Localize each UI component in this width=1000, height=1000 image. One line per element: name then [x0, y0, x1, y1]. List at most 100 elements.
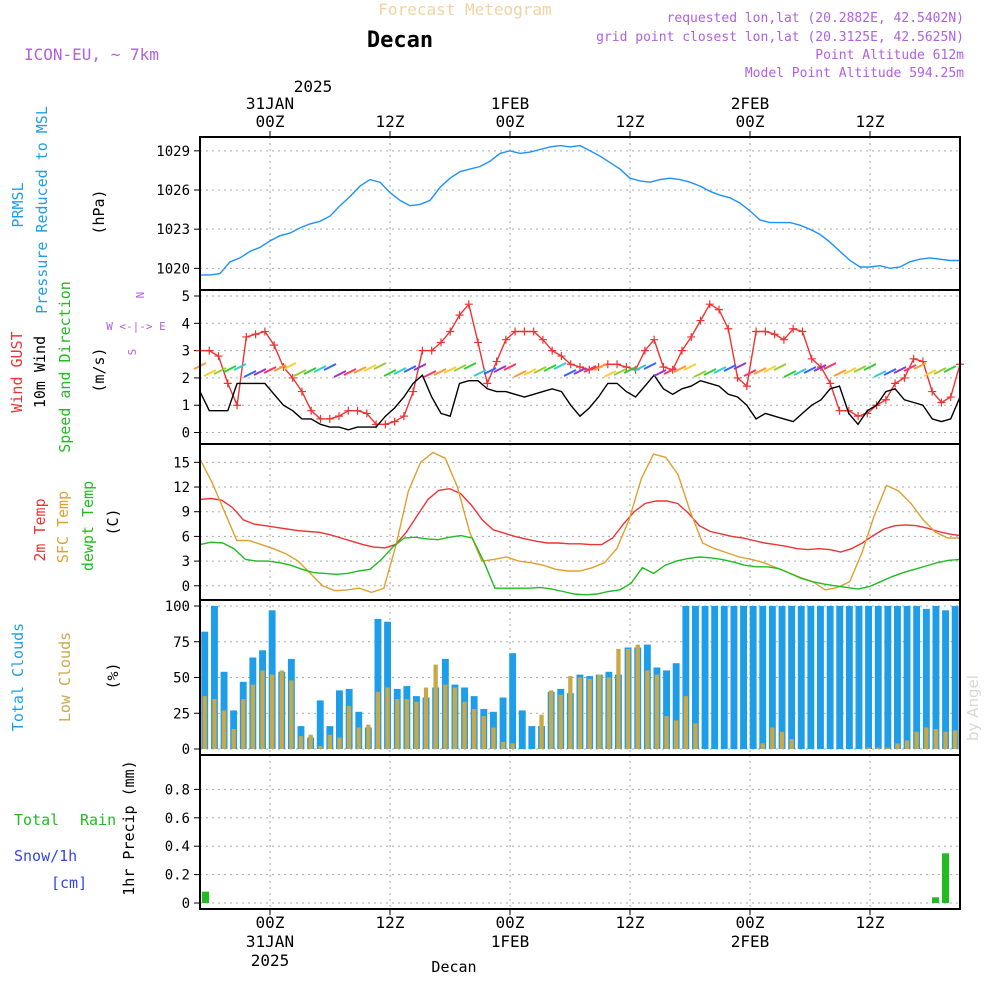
low-clouds-label: Low Clouds [56, 632, 74, 722]
cloud-bar-1 [577, 677, 583, 749]
cloud-bar-0 [932, 606, 940, 749]
gust-marker [501, 335, 510, 344]
top-time-label: 00Z [496, 112, 525, 131]
wind-direction-arrow [603, 370, 617, 378]
cloud-bar-1 [587, 678, 592, 749]
gust-label: Wind GUST [8, 331, 26, 412]
gust-marker [752, 327, 761, 336]
wind-direction-arrow [803, 366, 817, 374]
cloud-bar-1 [270, 674, 275, 749]
cloud-bar-0 [692, 606, 699, 749]
cloud-bar-0 [894, 606, 901, 749]
top-time-label: 00Z [256, 112, 285, 131]
gust-marker [511, 327, 520, 336]
pressure-unit: (hPa) [90, 189, 108, 234]
cloud-bar-1 [308, 734, 313, 749]
cloud-bar-1 [558, 694, 563, 749]
y-tick-label: 1023 [156, 222, 190, 238]
wind-direction-arrow [293, 369, 307, 377]
gust-marker [826, 379, 835, 388]
y-tick-label: 0.8 [165, 782, 190, 798]
cloud-bar-0 [499, 697, 507, 749]
gust-marker [260, 327, 269, 336]
cloud-bar-0 [528, 726, 536, 749]
series-line-2-2 [199, 534, 961, 596]
top-time-label: 31JAN [246, 94, 294, 113]
wind-direction-arrow [493, 365, 507, 373]
wind-direction-arrow [233, 363, 247, 371]
wind-direction-arrow [543, 364, 557, 372]
y-tick-label: 3 [182, 554, 190, 570]
gust-marker [214, 352, 223, 361]
gust-marker [733, 373, 742, 382]
cloud-bar-0 [711, 606, 719, 749]
wind-direction-arrow [913, 362, 927, 370]
cloud-bar-1 [645, 670, 650, 749]
wind-direction-arrow [443, 366, 457, 374]
wind-direction-arrow [523, 368, 537, 376]
cloud-bar-0 [759, 606, 767, 749]
cloud-bar-1 [693, 723, 698, 749]
cloud-bar-0 [384, 621, 391, 749]
gust-marker [325, 414, 334, 423]
wind-direction-arrow [643, 362, 657, 370]
gust-marker [659, 363, 668, 371]
y-tick-label: 50 [173, 671, 190, 687]
wind-direction-arrow [843, 367, 857, 375]
wind-direction-arrow [423, 370, 437, 378]
gust-marker [789, 324, 798, 333]
wind-direction-arrow [933, 367, 947, 375]
temp-unit: (C) [104, 508, 122, 535]
temp-dewpt-label: dewpt Temp [79, 481, 97, 571]
cloud-bar-1 [895, 743, 900, 749]
cloud-bar-1 [635, 644, 640, 749]
wind-direction-arrow [203, 369, 217, 377]
cloud-bar-0 [797, 606, 805, 749]
cloud-bar-0 [749, 606, 757, 749]
grid-point-coords: grid point closest lon,lat (20.3125E, 42… [596, 30, 964, 45]
wind-direction-arrow [223, 365, 237, 373]
cloud-bar-0 [913, 606, 921, 749]
model-name: ICON-EU, ~ 7km [24, 45, 159, 64]
cloud-bar-1 [337, 737, 342, 749]
cloud-bar-1 [770, 727, 775, 749]
gust-marker [233, 401, 242, 410]
wind-direction-arrow [433, 368, 447, 376]
wind-direction-arrow [853, 365, 867, 373]
precip-snow-label: Snow/1h [14, 847, 77, 865]
gust-marker [344, 406, 353, 415]
wind-direction-arrow [253, 368, 267, 376]
y-tick-label: 0.2 [165, 868, 190, 884]
temp-sfc-label: SFC Temp [54, 491, 72, 563]
gust-marker [650, 335, 659, 344]
gust-marker [696, 316, 705, 325]
cloud-bar-0 [826, 606, 834, 749]
cloud-bar-1 [289, 680, 294, 749]
compass-west-east: W <-|-> E [106, 320, 166, 333]
y-tick-label: 1020 [156, 261, 190, 277]
cloud-bar-0 [518, 710, 526, 749]
gust-marker [640, 346, 649, 355]
compass-north: N [133, 292, 146, 299]
gust-marker [455, 311, 464, 320]
cloud-bar-1 [597, 674, 602, 749]
gust-marker [909, 354, 918, 363]
cloud-bar-0 [720, 606, 728, 749]
cloud-bar-1 [279, 670, 284, 749]
cloud-bar-1 [346, 706, 352, 749]
y-tick-label: 6 [182, 529, 190, 545]
wind-direction-arrow [923, 369, 937, 377]
wind-direction-arrow [633, 364, 647, 372]
wind-direction-arrow [263, 366, 277, 374]
wind-direction-arrow [593, 363, 607, 371]
y-tick-label: 1026 [156, 183, 190, 199]
wind-direction-arrow [243, 370, 257, 378]
precip-snow-unit: [cm] [51, 874, 87, 892]
y-tick-label: 0 [182, 579, 190, 595]
top-time-label: 00Z [736, 112, 765, 131]
wind-direction-arrow [333, 370, 347, 378]
series-line-2-1 [199, 451, 960, 594]
gust-marker [464, 300, 473, 309]
cloud-bar-1 [866, 747, 871, 749]
cloud-bar-1 [298, 736, 304, 749]
